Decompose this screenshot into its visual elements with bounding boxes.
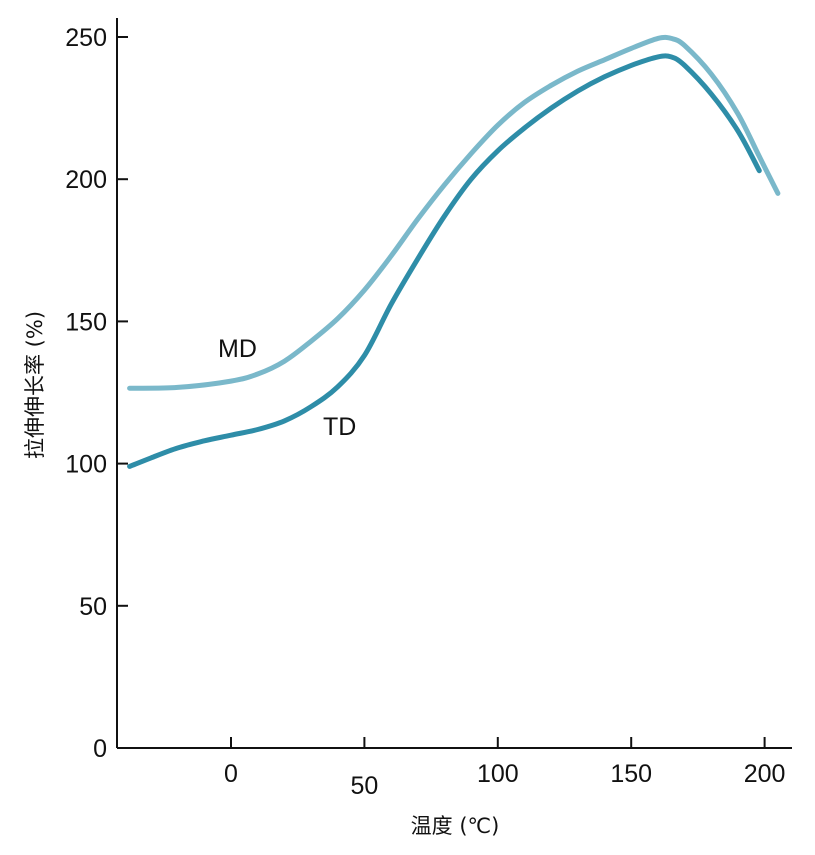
series-line-td [127,53,762,469]
x-tick-label: 50 [350,772,378,800]
y-tick-label: 200 [65,166,107,194]
series-line-md [127,34,781,391]
x-tick-label: 200 [744,760,786,788]
plot-area [127,34,781,469]
x-axis-title: 温度 (℃) [411,814,500,838]
y-tick-label: 50 [79,593,107,621]
x-tick-label: 0 [224,760,238,788]
y-axis-title: 拉伸伸长率 (%) [23,311,47,459]
series-label-md: MD [218,335,257,363]
axes: 0 50 100 150 200 250 0 50 100 150 200 [65,18,792,800]
x-tick-label: 100 [477,760,519,788]
series-label-td: TD [323,413,356,441]
y-tick-label: 0 [93,735,107,763]
x-tick-label: 150 [610,760,652,788]
labels: 温度 (℃) 拉伸伸长率 (%) MD TD [23,311,499,838]
y-tick-label: 250 [65,24,107,52]
y-tick-label: 100 [65,451,107,479]
y-tick-label: 150 [65,308,107,336]
